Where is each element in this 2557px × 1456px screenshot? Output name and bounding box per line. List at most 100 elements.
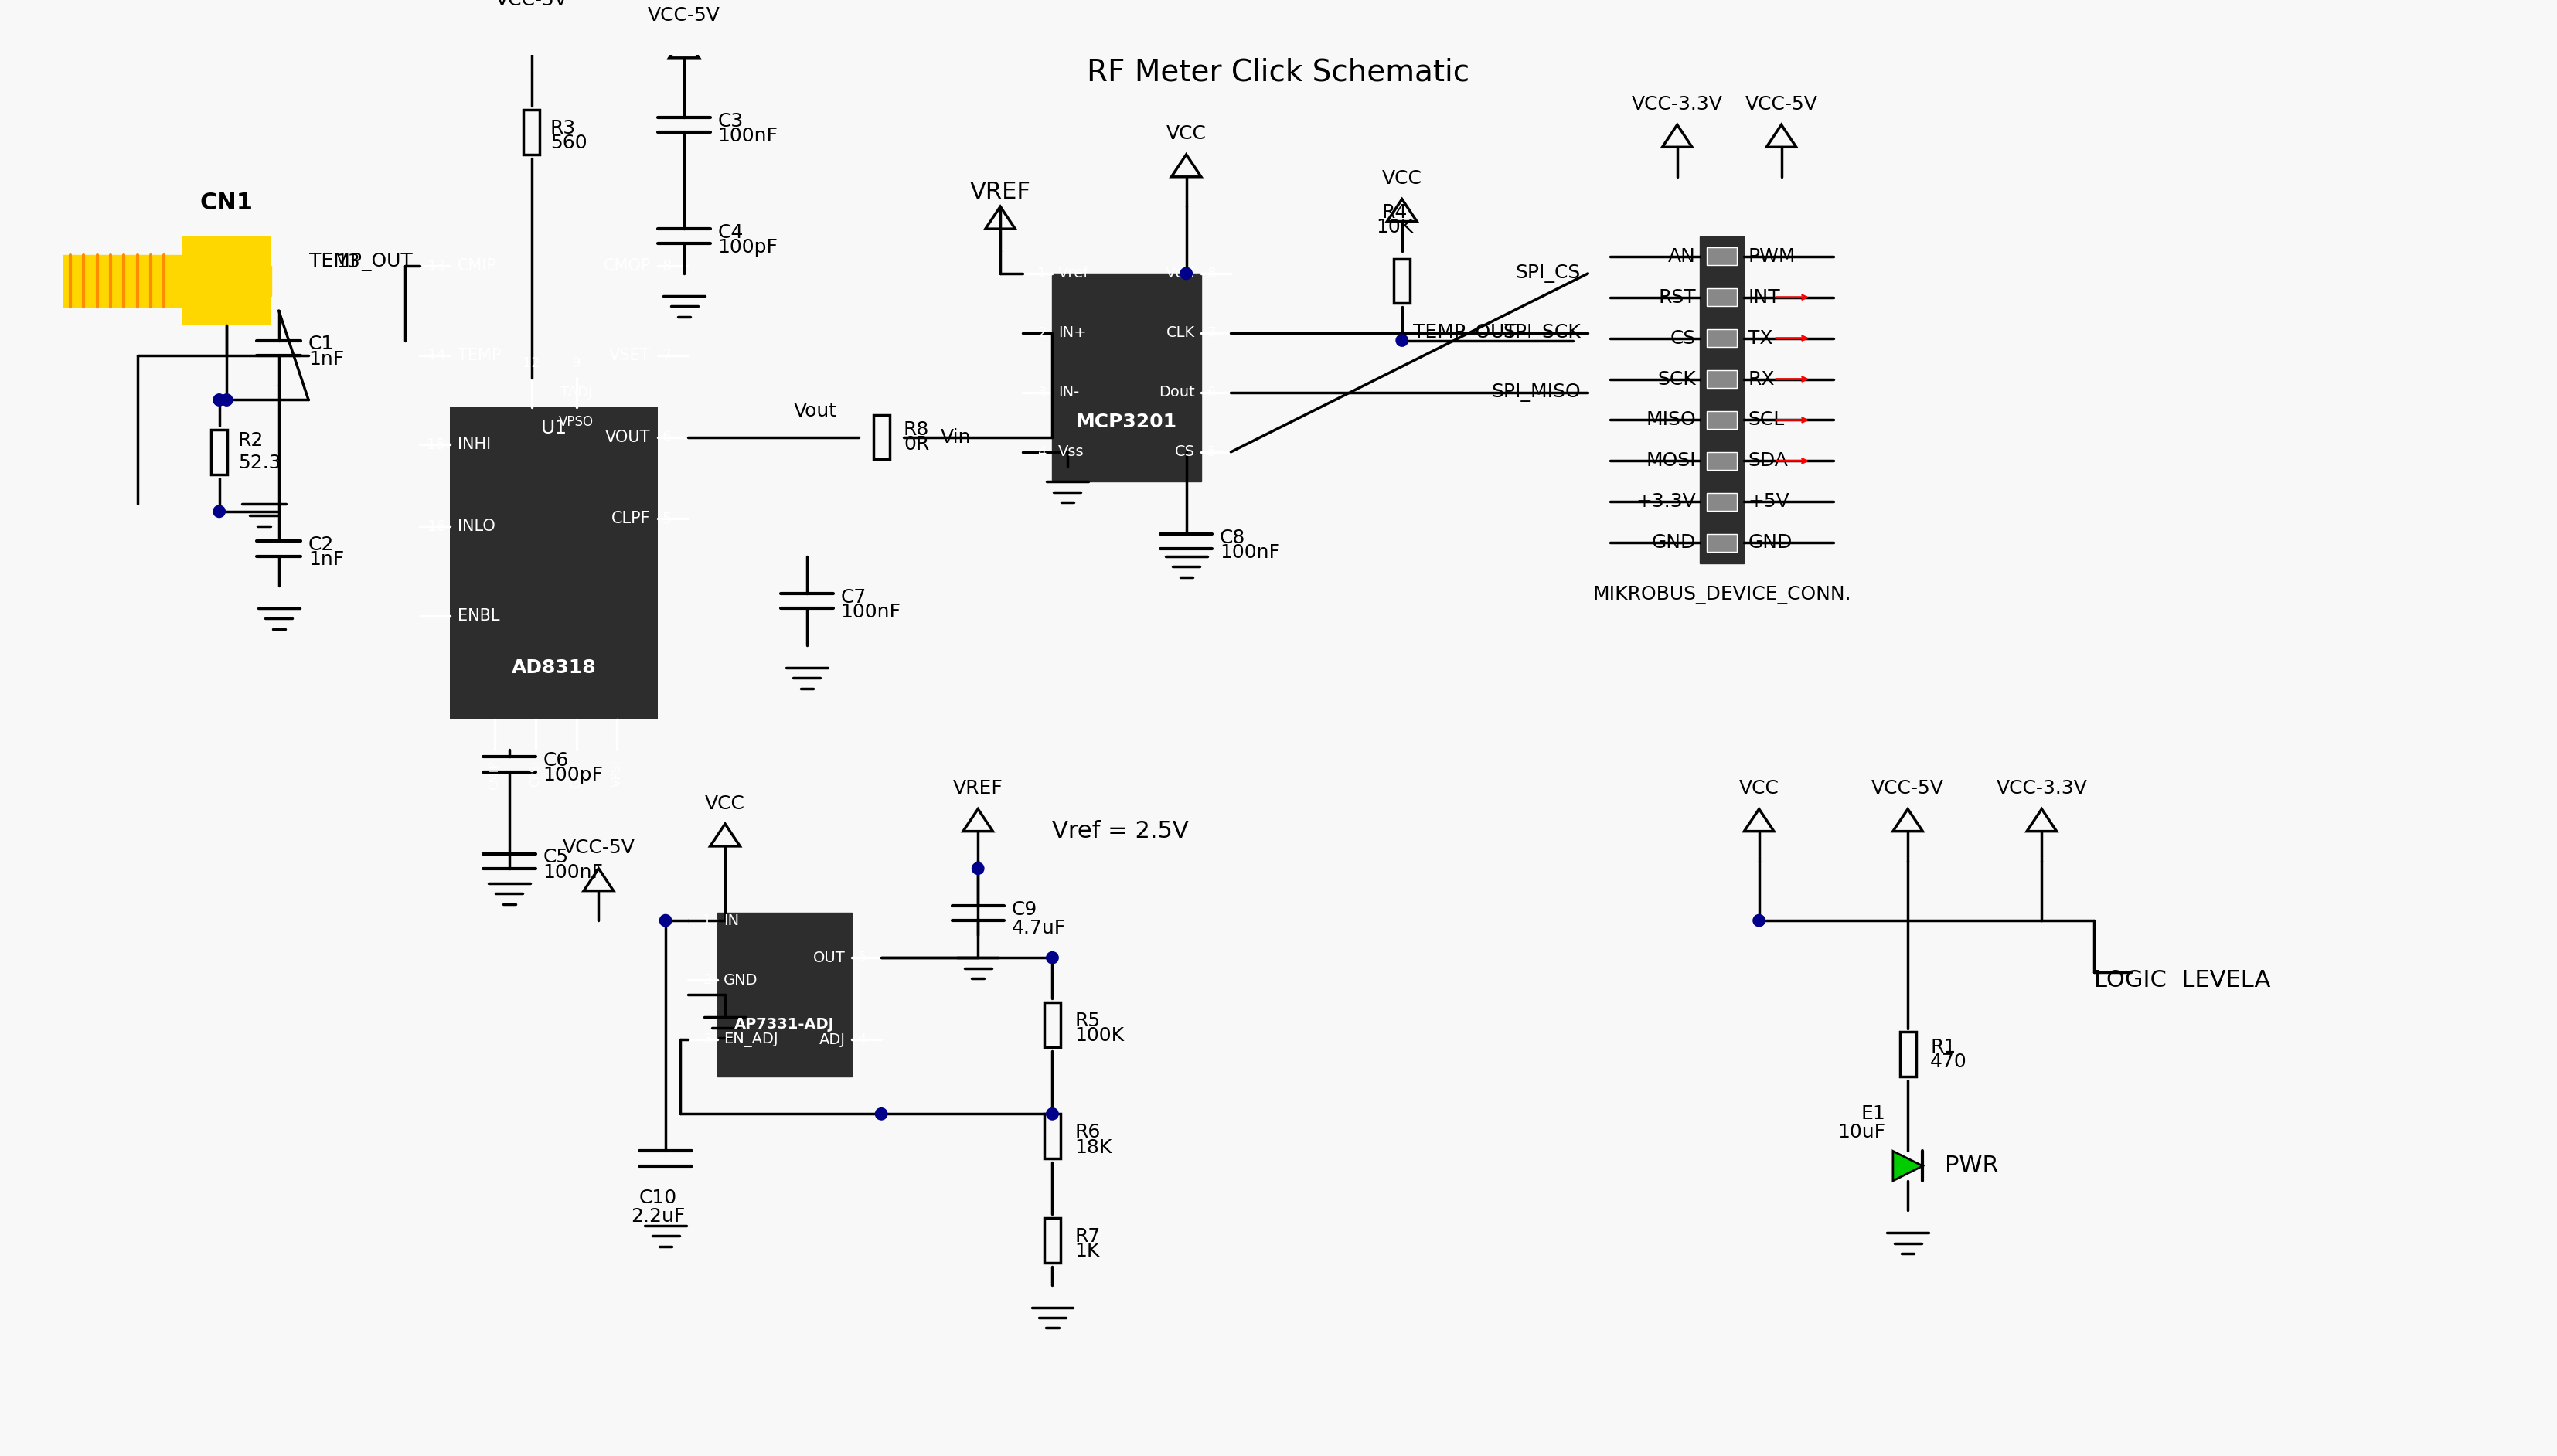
Bar (1708, 370, 1736, 389)
Text: TEMP: TEMP (458, 348, 501, 363)
Text: 100nF: 100nF (542, 863, 603, 881)
Polygon shape (1892, 1152, 1923, 1181)
Text: MCP3201: MCP3201 (1076, 414, 1176, 431)
Text: CLPF: CLPF (611, 511, 649, 527)
Text: 3: 3 (1038, 386, 1046, 399)
Text: SCK: SCK (1657, 370, 1695, 389)
Text: VCC: VCC (1381, 169, 1422, 188)
Circle shape (1396, 335, 1409, 347)
Text: 52.3: 52.3 (238, 454, 281, 472)
Text: GPSI: GPSI (570, 760, 583, 788)
Text: 1: 1 (703, 913, 711, 927)
Bar (719, 913, 851, 1076)
Text: SPI_MISO: SPI_MISO (1491, 383, 1580, 402)
Text: PWR: PWR (1946, 1155, 2000, 1176)
Text: PWM: PWM (1749, 248, 1795, 265)
Circle shape (1046, 1108, 1059, 1120)
Text: IN+: IN+ (1059, 326, 1087, 341)
Text: LOGIC  LEVELA: LOGIC LEVELA (2094, 968, 2271, 992)
Text: IN: IN (724, 913, 739, 927)
Bar (1708, 494, 1736, 511)
Text: C8: C8 (1220, 529, 1245, 547)
Text: 1: 1 (1038, 266, 1046, 281)
Text: MISO: MISO (1647, 411, 1695, 430)
Bar (524, 109, 540, 154)
Text: VCC-5V: VCC-5V (496, 0, 568, 10)
Circle shape (1046, 952, 1059, 964)
Circle shape (1754, 914, 1764, 926)
Text: IN-: IN- (1059, 386, 1079, 400)
Text: 100pF: 100pF (542, 766, 603, 785)
Text: VCC-3.3V: VCC-3.3V (1631, 95, 1723, 114)
Text: 7: 7 (662, 348, 672, 363)
Text: CN1: CN1 (199, 192, 253, 214)
Text: R2: R2 (238, 431, 263, 450)
Text: ENBL: ENBL (458, 607, 499, 623)
Text: VCC-3.3V: VCC-3.3V (1997, 779, 2087, 798)
Bar (1053, 274, 1202, 482)
Bar (1700, 236, 1744, 563)
Circle shape (212, 505, 225, 517)
Text: 9: 9 (573, 357, 580, 370)
Circle shape (874, 1108, 887, 1120)
Text: MIKROBUS_DEVICE_CONN.: MIKROBUS_DEVICE_CONN. (1593, 585, 1851, 604)
Text: CS: CS (1176, 444, 1194, 459)
Text: R3: R3 (550, 119, 575, 138)
Text: 13: 13 (427, 259, 445, 274)
Bar (1708, 411, 1736, 430)
Circle shape (660, 914, 672, 926)
Text: 100K: 100K (1074, 1026, 1125, 1045)
Text: VCC: VCC (1166, 125, 1207, 143)
Text: VCC-5V: VCC-5V (1744, 95, 1818, 114)
Text: 14: 14 (427, 348, 445, 363)
Text: 100nF: 100nF (719, 127, 777, 146)
Bar (1708, 329, 1736, 347)
Text: GND: GND (724, 973, 757, 987)
Text: 4.7uF: 4.7uF (1013, 919, 1066, 938)
Text: Dout: Dout (1158, 386, 1194, 400)
Text: VREF: VREF (969, 181, 1030, 202)
Text: CMIP: CMIP (488, 760, 501, 789)
Text: 0R: 0R (903, 435, 928, 454)
Text: R4: R4 (1381, 202, 1406, 221)
Text: E1: E1 (1861, 1105, 1885, 1123)
Text: SDA: SDA (1749, 451, 1787, 470)
Text: Vin: Vin (941, 428, 972, 447)
Bar (1708, 534, 1736, 552)
Bar (1708, 451, 1736, 470)
Text: R1: R1 (1931, 1038, 1956, 1056)
Text: 10uF: 10uF (1838, 1123, 1885, 1142)
Text: VCC: VCC (1739, 779, 1780, 798)
Bar (872, 415, 890, 460)
Text: 5: 5 (662, 511, 672, 526)
Text: Vss: Vss (1059, 444, 1084, 459)
Text: VREF: VREF (954, 779, 1002, 798)
Text: MOSI: MOSI (1647, 451, 1695, 470)
Text: 100nF: 100nF (841, 603, 900, 622)
Text: R7: R7 (1074, 1227, 1100, 1246)
Text: 12: 12 (522, 357, 540, 370)
Text: ADJ: ADJ (818, 1032, 846, 1047)
Text: 2: 2 (703, 973, 711, 987)
Text: C5: C5 (542, 847, 568, 866)
Text: C3: C3 (719, 112, 744, 130)
Text: SPI_CS: SPI_CS (1516, 264, 1580, 282)
Text: 1nF: 1nF (309, 349, 345, 368)
Text: +3.3V: +3.3V (1636, 492, 1695, 511)
Text: R8: R8 (903, 421, 928, 438)
Text: 1K: 1K (1074, 1242, 1100, 1261)
Text: Vref: Vref (1059, 266, 1089, 281)
Text: VPSO: VPSO (560, 415, 593, 428)
Text: Vout: Vout (793, 402, 836, 421)
Text: 470: 470 (1931, 1053, 1966, 1072)
Text: C10: C10 (639, 1188, 678, 1207)
Text: CPSI: CPSI (529, 760, 542, 788)
Text: 4: 4 (1038, 446, 1046, 459)
Text: INT: INT (1749, 288, 1780, 307)
Bar (450, 408, 657, 719)
Text: C6: C6 (542, 751, 568, 770)
Circle shape (220, 395, 233, 406)
Text: 13: 13 (335, 253, 361, 272)
Text: 16: 16 (427, 518, 445, 534)
Bar (240, 266, 271, 296)
